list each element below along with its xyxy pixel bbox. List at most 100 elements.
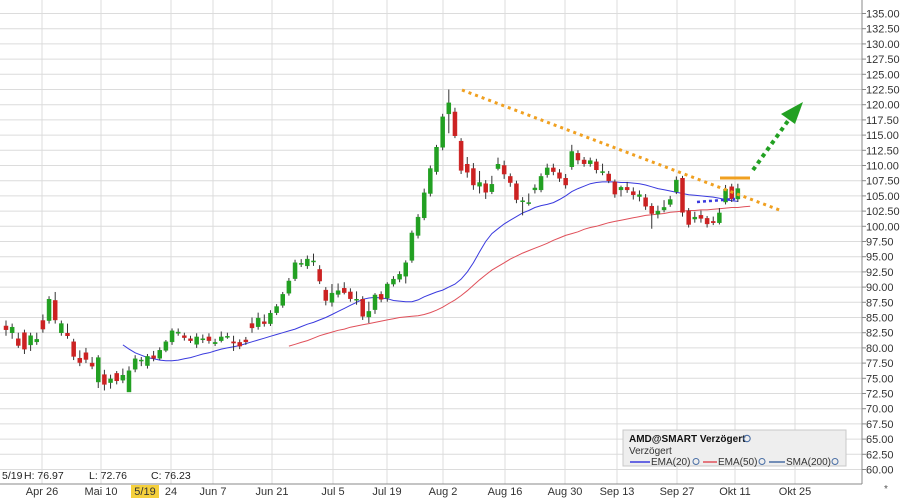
y-tick-label: 75.00 (866, 373, 894, 385)
candle (649, 203, 654, 229)
y-tick-label: 102.50 (866, 206, 900, 218)
candle (89, 357, 95, 370)
candle-body-down (342, 288, 347, 293)
candle-body-up (532, 187, 538, 191)
candle-body-down (249, 323, 255, 329)
legend-item-settings-icon[interactable] (692, 458, 700, 465)
x-tick-label: Okt 25 (779, 486, 811, 498)
y-tick-label: 95.00 (866, 252, 894, 264)
trendline-ema-extension (696, 197, 736, 204)
legend-settings-icon[interactable] (743, 434, 751, 443)
candle (624, 181, 630, 193)
candle-body-up (9, 326, 15, 333)
y-tick-label: 65.00 (866, 434, 894, 446)
candle (452, 107, 458, 139)
ohlc-low: L: 72.76 (89, 470, 127, 482)
candle (46, 296, 52, 324)
ohlc-readout: 5/19 H: 76.97 L: 72.76 C: 76.23 (2, 470, 191, 482)
candle (329, 284, 335, 307)
legend-item-sma200[interactable]: SMA(200) (769, 457, 839, 468)
candle (581, 156, 587, 167)
candle-body-down (65, 333, 70, 336)
candle-body-down (3, 325, 9, 330)
candle-body-down (231, 341, 236, 344)
candle (489, 175, 495, 195)
candle (59, 320, 64, 336)
candle (342, 282, 347, 295)
candle (366, 301, 372, 323)
candle-body-up (428, 168, 433, 194)
candle-body-down (360, 299, 365, 317)
candle (225, 332, 230, 339)
candle (612, 179, 618, 198)
legend-item-ema50[interactable]: EMA(50) (703, 457, 766, 468)
candle (317, 265, 322, 285)
legend-subtitle: Verzögert (629, 446, 672, 457)
candle-body-up (280, 294, 285, 306)
candle (674, 176, 679, 195)
candle (274, 304, 279, 316)
x-tick-label: Aug 16 (488, 486, 523, 498)
candle (65, 323, 70, 339)
candle-body-down (698, 215, 704, 219)
candle (188, 335, 193, 344)
y-tick-label: 100.00 (866, 221, 900, 233)
candle (637, 190, 642, 202)
candle (249, 317, 255, 333)
legend-item-ema20[interactable]: EMA(20) (630, 457, 700, 468)
candle-body-down (317, 269, 322, 282)
candle-body-up (600, 171, 605, 173)
candle (495, 157, 501, 171)
x-tick-label: Jun 7 (200, 486, 227, 498)
axis-settings-icon[interactable]: * (884, 484, 888, 495)
candle-body-down (551, 167, 556, 172)
legend-item-settings-icon[interactable] (831, 458, 839, 465)
ema50-line (288, 205, 751, 347)
y-axis: 60.00 62.50 65.00 67.50 70.00 72.50 75.00 77.50… (861, 0, 900, 484)
candle (723, 184, 728, 205)
candle-body-up (96, 357, 101, 383)
y-tick-label: 122.50 (866, 85, 900, 97)
candle (501, 160, 507, 179)
candle-body-up (569, 151, 575, 167)
candle (255, 312, 261, 330)
candle-body-up (200, 338, 206, 341)
candle (372, 293, 378, 314)
candle-body-up (618, 187, 624, 191)
candle-body-down (40, 320, 46, 330)
x-tick-label: Jul 5 (321, 486, 344, 498)
candle-body-up (538, 176, 544, 191)
candle (268, 310, 273, 327)
candle-body-down (71, 341, 76, 357)
candle-body-down (624, 187, 630, 191)
x-tick-label: Aug 2 (429, 486, 458, 498)
candle (698, 210, 704, 223)
candle-body-up (655, 210, 661, 215)
y-tick-label: 120.00 (866, 100, 900, 112)
candle-body-up (139, 359, 144, 362)
candle (717, 208, 722, 225)
x-tick-label: Apr 26 (26, 486, 58, 498)
ohlc-high: H: 76.97 (24, 470, 64, 482)
candle-body-up (409, 232, 415, 261)
candle-body-down (323, 289, 329, 301)
y-tick-label: 62.50 (866, 449, 894, 461)
candle (194, 333, 199, 348)
candle (120, 368, 126, 384)
candle-body-up (305, 258, 310, 267)
candle-body-up (335, 290, 341, 295)
x-tick-label: Mai 10 (84, 486, 117, 498)
candle (618, 185, 624, 197)
y-tick-label: 115.00 (866, 130, 899, 142)
candle (465, 156, 470, 178)
legend-item-settings-icon[interactable] (758, 458, 766, 465)
candle-body-up (274, 306, 279, 313)
candle-body-down (581, 159, 587, 164)
y-tick-label: 70.00 (866, 404, 894, 416)
breakout-arrow-shaft (751, 116, 792, 172)
x-tick-label: Jun 21 (255, 486, 288, 498)
candle (157, 347, 162, 361)
candle (434, 144, 439, 175)
candle-body-down (563, 178, 568, 186)
